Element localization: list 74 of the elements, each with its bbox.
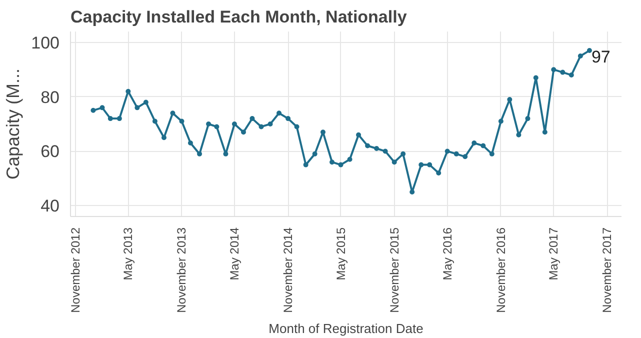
point	[250, 116, 255, 122]
point	[197, 151, 202, 156]
point	[525, 116, 530, 122]
y-tick-label: 100	[31, 33, 60, 52]
point	[286, 116, 291, 122]
point	[276, 110, 282, 116]
point	[108, 116, 113, 122]
point	[214, 124, 220, 130]
point	[206, 122, 212, 126]
point	[400, 151, 406, 156]
point	[374, 146, 380, 151]
point	[586, 48, 592, 54]
x-tick-label: May 2014	[227, 227, 242, 280]
x-tick-label: November 2017	[600, 227, 614, 313]
point	[365, 143, 370, 148]
point	[462, 154, 468, 160]
point	[126, 88, 131, 94]
point	[134, 105, 140, 110]
point	[188, 140, 193, 146]
point	[312, 151, 318, 156]
point	[161, 135, 166, 140]
point	[179, 118, 184, 124]
y-tick-label: 60	[40, 142, 60, 162]
point	[382, 148, 388, 154]
x-tick-label: November 2014	[281, 227, 296, 313]
point	[480, 143, 486, 148]
x-tick-label: May 2015	[334, 227, 348, 280]
point	[551, 67, 556, 72]
point	[116, 116, 122, 122]
point	[444, 148, 450, 154]
point	[436, 170, 442, 176]
x-tick-label: November 2016	[494, 227, 508, 313]
point	[268, 122, 273, 126]
point	[303, 162, 308, 168]
point	[489, 151, 494, 156]
y-tick-label: 80	[40, 88, 60, 107]
point	[516, 132, 522, 138]
point	[356, 132, 362, 138]
chart-title: Capacity Installed Each Month, Nationally	[70, 8, 408, 26]
point	[560, 70, 566, 75]
annotation: 97	[591, 48, 610, 67]
point	[223, 151, 228, 156]
point	[568, 72, 574, 78]
point	[542, 130, 548, 135]
x-tick-label: November 2015	[387, 227, 402, 313]
point	[100, 105, 105, 110]
point	[330, 160, 335, 165]
point	[152, 118, 158, 124]
point	[578, 53, 583, 58]
point	[240, 130, 246, 135]
point	[454, 151, 459, 156]
point	[418, 162, 424, 168]
point	[410, 190, 415, 195]
y-tick-label: 40	[40, 196, 60, 216]
x-axis-title: Month of Registration Date	[268, 320, 424, 336]
x-tick-label: November 2012	[68, 227, 82, 313]
point	[498, 118, 504, 124]
point	[90, 108, 96, 113]
point	[258, 124, 264, 130]
x-tick-label: November 2013	[174, 227, 189, 313]
point	[294, 124, 300, 130]
point	[232, 122, 237, 126]
point	[533, 75, 538, 80]
x-tick-label: May 2013	[121, 227, 136, 280]
point	[338, 162, 344, 168]
point	[347, 156, 352, 162]
x-tick-label: May 2016	[440, 227, 454, 280]
point	[170, 110, 176, 116]
point	[427, 162, 432, 168]
point	[392, 160, 397, 165]
point	[143, 100, 148, 105]
x-tick-label: May 2017	[546, 227, 561, 280]
y-axis-title: Capacity (M...	[3, 68, 24, 180]
point	[472, 140, 477, 146]
